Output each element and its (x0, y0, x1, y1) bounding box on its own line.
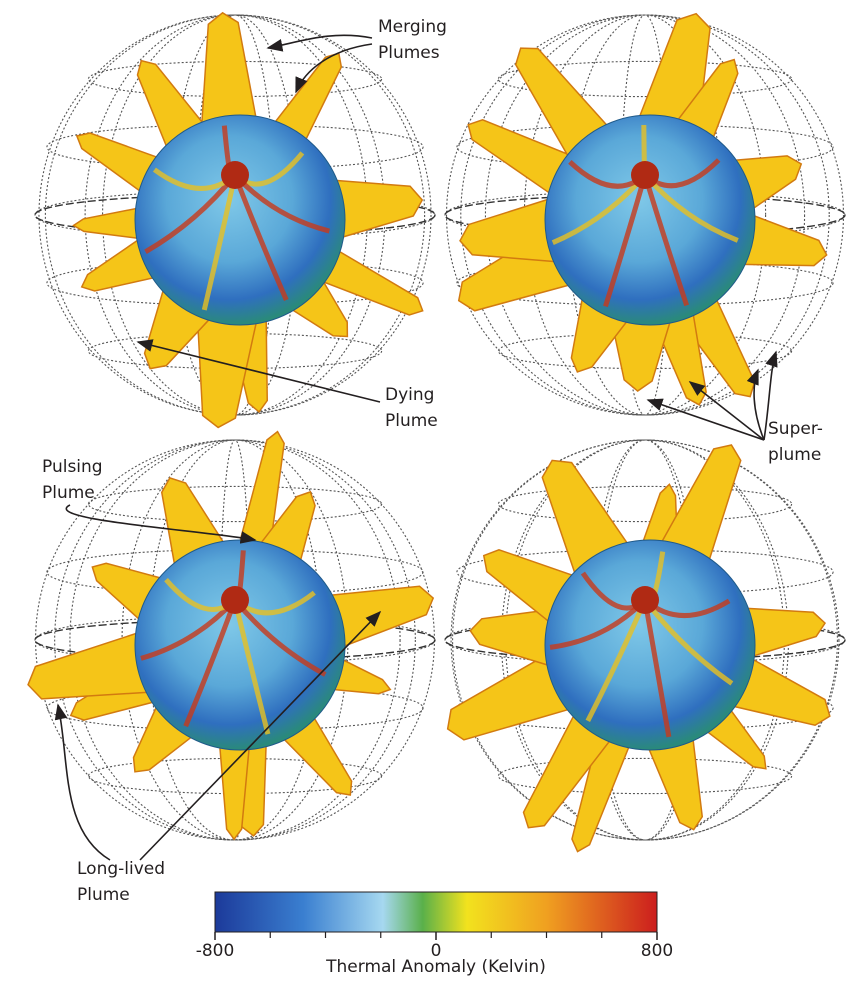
hot-spot (631, 586, 659, 614)
latitude-line (88, 486, 381, 521)
hot-spot (631, 161, 659, 189)
figure: Merging Plumes Dying Plume Super- plume … (0, 0, 861, 981)
arrow (58, 705, 110, 860)
plume (201, 13, 258, 131)
core (545, 540, 755, 750)
annotation: Plume (77, 885, 130, 905)
annotation: Pulsing (42, 457, 103, 477)
panels (28, 13, 845, 852)
colorbar-tick-label: 800 (641, 941, 673, 961)
core (135, 115, 345, 325)
arrow (66, 505, 255, 540)
annotation: plume (768, 445, 821, 465)
annotation: Super- (768, 419, 823, 439)
plume (460, 198, 560, 262)
annotation: Merging (378, 17, 447, 37)
annotation: Long-lived (77, 859, 165, 879)
hot-spot (221, 161, 249, 189)
sphere-panel (445, 440, 845, 852)
arrow (690, 382, 764, 440)
annotation: Plumes (378, 43, 440, 63)
plume (28, 632, 152, 699)
core (545, 115, 755, 325)
arrow (754, 370, 764, 440)
annotation: Plume (42, 483, 95, 503)
colorbar-tick-label: -800 (196, 941, 235, 961)
annotation: Dying (385, 385, 434, 405)
arrow (268, 35, 372, 48)
colorbar-tick-label: 0 (431, 941, 442, 961)
latitude-line (498, 486, 791, 521)
arrow (648, 400, 764, 440)
sphere-panel (445, 14, 845, 415)
plume (74, 208, 142, 239)
colorbar-gradient (215, 892, 657, 932)
hot-spot (221, 586, 249, 614)
annotation: Plume (385, 411, 438, 431)
